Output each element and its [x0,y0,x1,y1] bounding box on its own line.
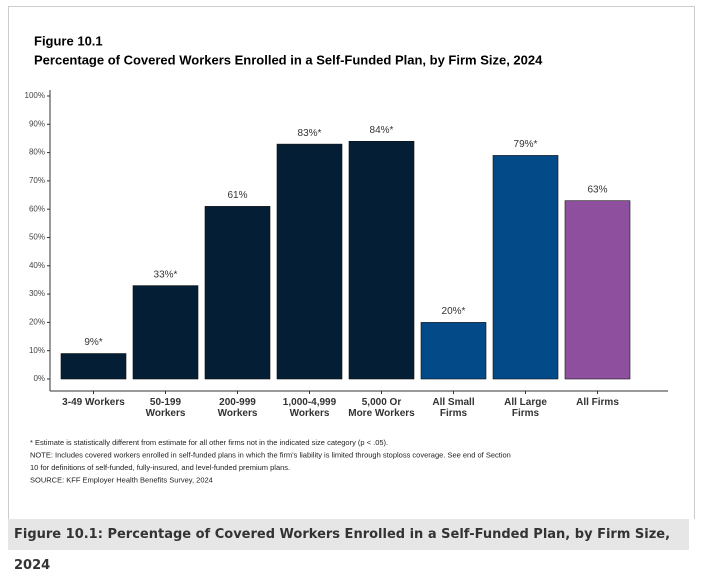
x-tick-label: All Small Firms [432,397,474,419]
figure-label: Figure 10.1 [34,33,103,48]
bar [132,285,199,380]
note: NOTE: Includes covered workers enrolled … [30,450,511,459]
x-tick-label: 200-999 Workers [218,397,258,419]
bar [348,140,415,380]
caption: Figure 10.1: Percentage of Covered Worke… [8,519,689,573]
chart-title: Percentage of Covered Workers Enrolled i… [34,52,543,67]
note: * Estimate is statistically different fr… [30,438,388,447]
value-label: 33%* [154,269,178,280]
y-tick-label: 90% [29,119,45,128]
y-tick-label: 20% [29,318,45,327]
bar [276,143,343,380]
y-tick-label: 10% [29,346,45,355]
x-tick-label: 5,000 Or More Workers [348,397,415,419]
y-tick-label: 30% [29,289,45,298]
x-tick-label: All Large Firms [504,397,547,419]
chart: Figure 10.1 Percentage of Covered Worker… [25,33,668,484]
value-label: 61% [227,190,247,201]
y-tick-label: 80% [29,148,45,157]
y-tick-label: 50% [29,233,45,242]
bar [564,200,631,380]
value-label: 84%* [370,125,394,136]
bar [492,155,559,380]
bar [60,353,127,380]
y-tick-label: 0% [33,374,45,383]
bar [420,322,487,380]
y-tick-label: 60% [29,204,45,213]
note: SOURCE: KFF Employer Health Benefits Sur… [30,475,213,484]
note: 10 for definitions of self-funded, fully… [30,463,290,472]
value-label: 79%* [514,139,538,150]
value-label: 9%* [84,337,102,348]
x-tick-label: All Firms [576,397,619,408]
y-tick-label: 100% [25,91,45,100]
x-tick-label: 3-49 Workers [62,397,125,408]
value-label: 63% [587,184,607,195]
x-tick-label: 50-199 Workers [146,397,186,419]
y-tick-label: 40% [29,261,45,270]
page: Figure 10.1 Percentage of Covered Worker… [8,6,695,573]
figure-card [8,6,695,519]
bar [204,206,271,380]
x-tick-label: 1,000-4,999 Workers [283,397,337,419]
value-label: 20%* [442,306,466,317]
y-tick-label: 70% [29,176,45,185]
value-label: 83%* [298,128,322,139]
